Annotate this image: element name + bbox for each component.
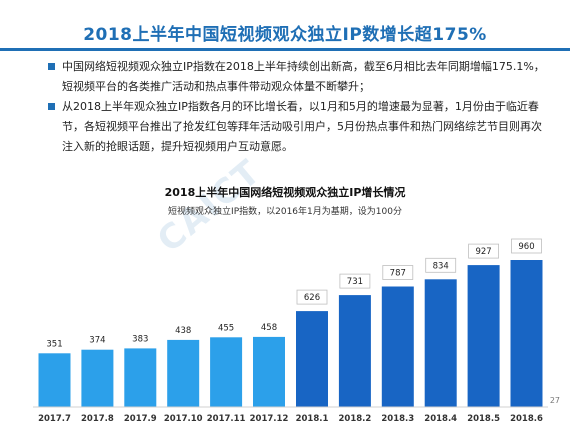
x-tick-label: 2017.9 — [124, 414, 157, 424]
data-label: 438 — [175, 326, 191, 336]
chart-title: 2018上半年中国网络短视频观众独立IP增长情况 — [164, 186, 406, 199]
bar-2017.8 — [81, 349, 114, 407]
x-tick-label: 2018.5 — [467, 414, 500, 424]
bar-2018.6 — [510, 260, 543, 407]
x-tick-label: 2018.6 — [510, 414, 543, 424]
x-tick-label: 2017.10 — [164, 414, 203, 424]
x-tick-label: 2018.3 — [381, 414, 414, 424]
bar-2018.1 — [296, 311, 328, 407]
bullet-square-icon — [48, 63, 55, 70]
bar-2017.12 — [253, 336, 285, 407]
data-label: 455 — [218, 323, 234, 333]
bar-2018.4 — [424, 279, 457, 407]
data-label: 626 — [304, 293, 320, 303]
title-underline — [0, 48, 570, 51]
bar-2017.9 — [124, 348, 157, 407]
data-label: 834 — [433, 261, 449, 271]
bar-2018.5 — [467, 265, 500, 407]
data-label: 458 — [261, 323, 277, 333]
data-label: 374 — [89, 336, 105, 346]
x-tick-label: 2018.2 — [338, 414, 371, 424]
chart-subtitle: 短视频观众独立IP指数，以2016年1月为基期，设为100分 — [0, 204, 570, 217]
data-label: 351 — [46, 339, 62, 349]
page-title: 2018上半年中国短视频观众独立IP数增长超175% — [83, 25, 487, 45]
bullet-list: 中国网络短视频观众独立IP指数在2018上半年持续创出新高，截至6月相比去年同期… — [48, 57, 550, 157]
bar-2018.3 — [381, 286, 414, 407]
bar-2017.11 — [210, 337, 243, 407]
data-label-box — [425, 257, 457, 273]
bullet-item: 从2018上半年观众独立IP指数各月的环比增长看，以1月和5月的增速最为显著，1… — [48, 97, 550, 157]
x-tick-label: 2017.11 — [207, 414, 246, 424]
data-label: 787 — [390, 269, 406, 279]
data-label-box — [296, 289, 328, 305]
data-label-box — [339, 273, 371, 289]
data-label: 960 — [518, 242, 534, 252]
x-tick-label: 2018.4 — [424, 414, 457, 424]
x-tick-label: 2017.8 — [81, 414, 114, 424]
data-label-box — [468, 243, 500, 259]
bullet-text: 从2018上半年观众独立IP指数各月的环比增长看，以1月和5月的增速最为显著，1… — [62, 100, 542, 153]
x-tick-label: 2017.12 — [250, 414, 289, 424]
data-label: 383 — [132, 334, 148, 344]
x-tick-label: 2018.1 — [296, 414, 329, 424]
data-label: 731 — [347, 277, 363, 287]
data-label-box — [382, 265, 414, 280]
data-label-box — [511, 238, 542, 254]
bullet-square-icon — [48, 103, 55, 110]
chart-subtitle-text: 短视频观众独立IP指数，以2016年1月为基期，设为100分 — [168, 207, 402, 217]
bar-2018.2 — [338, 295, 371, 407]
data-label: 927 — [475, 247, 491, 257]
bar-2017.7 — [38, 353, 71, 407]
bullet-text: 中国网络短视频观众独立IP指数在2018上半年持续创出新高，截至6月相比去年同期… — [62, 60, 545, 93]
bar-2017.10 — [167, 339, 200, 407]
x-tick-label: 2017.7 — [38, 414, 71, 424]
page-number: 27 — [549, 396, 560, 405]
bullet-item: 中国网络短视频观众独立IP指数在2018上半年持续创出新高，截至6月相比去年同期… — [48, 57, 550, 97]
